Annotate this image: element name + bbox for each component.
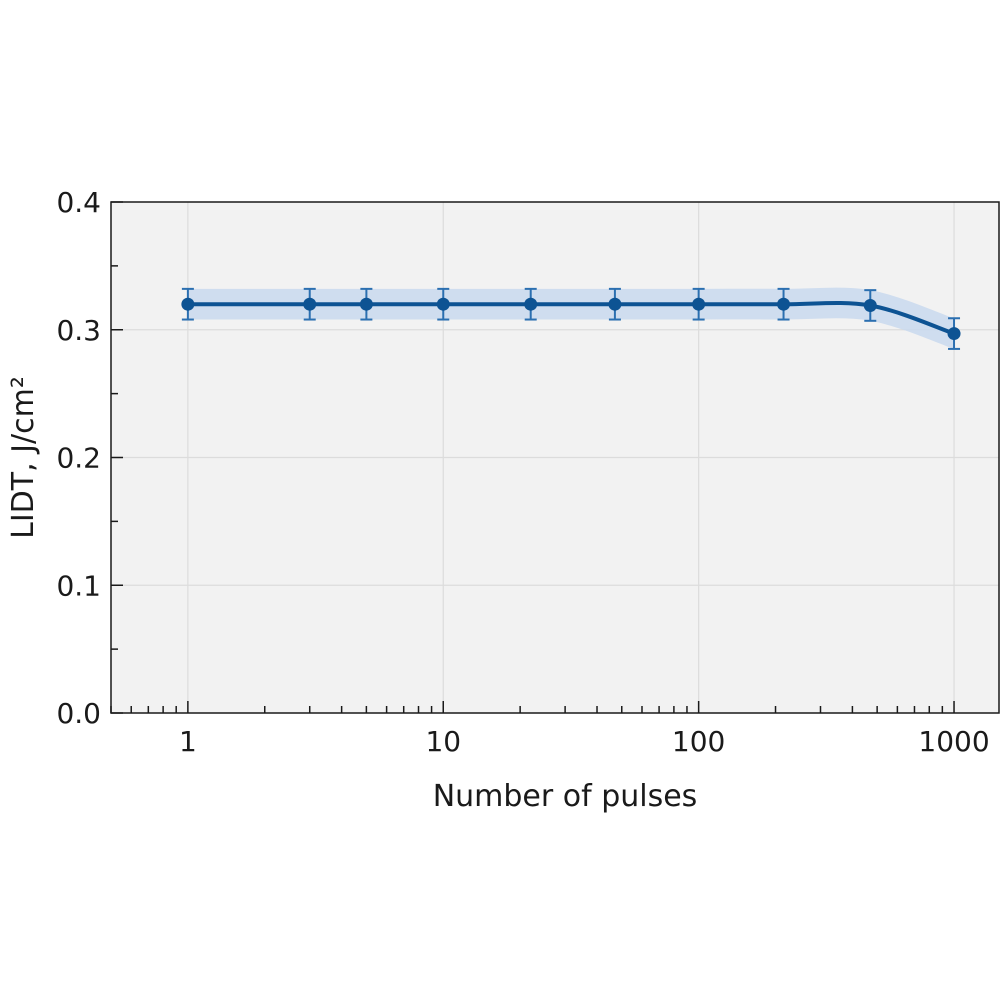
y-axis-title: LIDT, J/cm² xyxy=(6,376,41,539)
grid xyxy=(111,202,999,713)
data-point xyxy=(692,297,706,311)
y-tick-labels: 0.0 0.1 0.2 0.3 0.4 xyxy=(56,186,101,730)
data-point xyxy=(947,327,961,341)
axis-ticks xyxy=(110,201,955,714)
data-point xyxy=(303,297,317,311)
y-tick-label: 0.4 xyxy=(56,186,101,219)
data-point xyxy=(359,297,373,311)
y-tick-label: 0.1 xyxy=(56,569,101,602)
data-point xyxy=(524,297,538,311)
data-point xyxy=(181,297,195,311)
data-point xyxy=(777,297,791,311)
x-axis-title: Number of pulses xyxy=(433,779,698,814)
y-tick-label: 0.0 xyxy=(56,697,101,730)
y-tick-label: 0.3 xyxy=(56,314,101,347)
y-tick-label: 0.2 xyxy=(56,442,101,475)
data-point xyxy=(863,298,877,312)
x-tick-label: 1 xyxy=(179,725,197,758)
x-tick-label: 1000 xyxy=(918,725,989,758)
data-point xyxy=(608,297,622,311)
series-line xyxy=(187,300,955,336)
series-line-layer xyxy=(187,300,955,336)
x-tick-labels: 1 10 100 1000 xyxy=(179,725,990,758)
data-point xyxy=(436,297,450,311)
x-tick-label: 100 xyxy=(672,725,725,758)
x-tick-label: 10 xyxy=(425,725,461,758)
data-point-layer xyxy=(181,297,961,341)
